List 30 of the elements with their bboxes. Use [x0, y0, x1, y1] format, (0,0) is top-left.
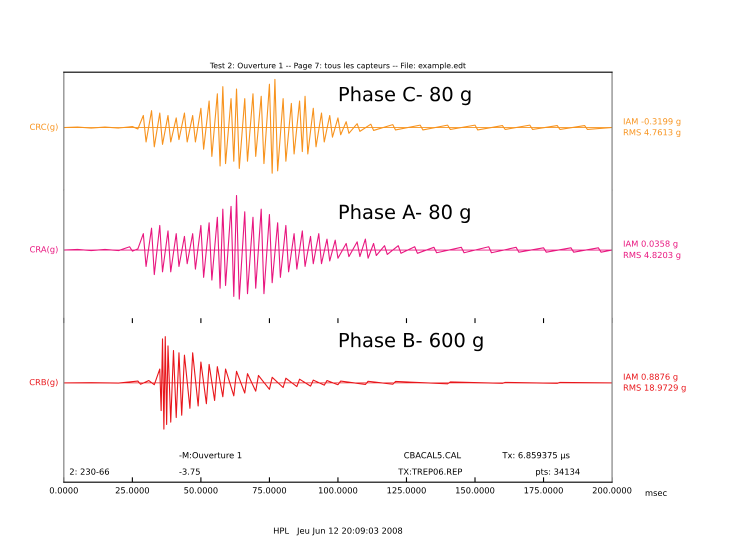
text: -3.75: [179, 468, 200, 475]
x-tick-label: 100.0000: [318, 487, 358, 494]
x-tick-label: 175.0000: [524, 487, 563, 494]
text: IAM -0.3199 g: [624, 118, 680, 126]
x-axis-title: msec: [646, 491, 667, 496]
chart-title: Phase B- 600 g: [340, 332, 483, 352]
text: TX:TREP06.REP: [398, 468, 462, 475]
chart-title: Phase C- 80 g: [340, 86, 470, 106]
text: RMS 18.9729 g: [624, 384, 686, 392]
text: HPL Jeu Jun 12 20:09:03 2008: [274, 527, 402, 536]
text: RMS 4.7613 g: [624, 129, 680, 138]
x-tick-label: 150.0000: [456, 487, 494, 494]
text: -M:Ouverture 1: [179, 452, 242, 458]
chart-title: Phase A- 80 g: [340, 204, 470, 224]
text: RMS 4.8203 g: [624, 252, 680, 260]
text: IAM 0.8876 g: [624, 374, 678, 382]
x-tick-label: 75.0000: [252, 487, 286, 494]
text: 2: 230-66: [70, 468, 110, 475]
y-axis-title: CRB(g): [30, 378, 58, 387]
x-tick-label: 50.0000: [184, 487, 218, 494]
x-tick-label: 25.0000: [116, 487, 150, 494]
text: Tx: 6.859375 µs: [502, 452, 570, 460]
text: pts: 34134: [536, 468, 580, 476]
x-tick-label: 0.0000: [50, 487, 78, 494]
x-tick-label: 125.0000: [388, 487, 426, 494]
text: CBACAL5.CAL: [404, 452, 462, 458]
y-axis-title: CRA(g): [30, 246, 58, 254]
y-axis-title: CRC(g): [30, 124, 58, 132]
text: IAM 0.0358 g: [624, 240, 678, 248]
x-tick-label: 200.0000: [592, 487, 632, 494]
